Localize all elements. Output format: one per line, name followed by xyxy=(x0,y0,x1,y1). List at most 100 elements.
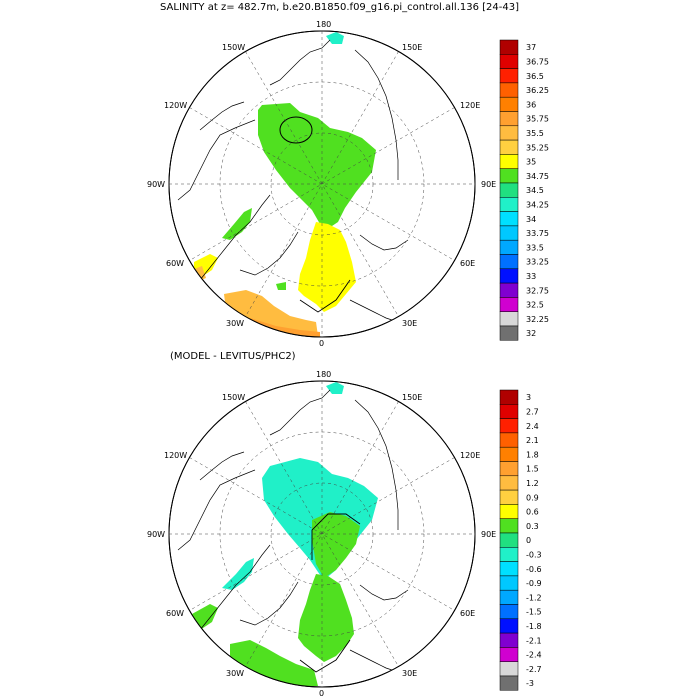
colorbar-swatch xyxy=(499,96,519,112)
bering-cyan-fill xyxy=(326,32,344,44)
colorbar-swatch xyxy=(499,39,519,55)
colorbar-tick-label: 36.75 xyxy=(526,57,549,66)
colorbar-tick-label: -1.8 xyxy=(526,622,542,631)
nordic-seas-fill xyxy=(298,222,356,312)
colorbar-tick-label: 33.25 xyxy=(526,258,549,267)
bottom-map-title: (MODEL - LEVITUS/PHC2) xyxy=(170,351,296,362)
colorbar-tick-label: 35.25 xyxy=(526,143,549,152)
colorbar-swatch xyxy=(499,461,519,477)
colorbar-swatch xyxy=(499,182,519,198)
colorbar-tick-label: -2.7 xyxy=(526,665,542,674)
colorbar-tick-label: 34.25 xyxy=(526,200,549,209)
colorbar-swatch xyxy=(499,168,519,184)
bottom-label-60w: 60W xyxy=(166,609,184,618)
top-graticule xyxy=(169,31,475,337)
colorbar-tick-label: 32.5 xyxy=(526,301,544,310)
colorbar-swatch xyxy=(499,154,519,169)
colorbar-swatch xyxy=(499,661,519,677)
colorbar-tick-label: 32.25 xyxy=(526,315,549,324)
colorbar-tick-label: 0.6 xyxy=(526,508,539,517)
colorbar-swatch xyxy=(499,325,519,341)
colorbar-swatch xyxy=(499,632,519,648)
colorbar-tick-label: 37 xyxy=(526,43,536,52)
colorbar-tick-label: 36 xyxy=(526,100,536,109)
colorbar-swatch xyxy=(499,282,519,298)
bottom-label-0: 0 xyxy=(319,689,324,698)
colorbar-tick-label: -2.4 xyxy=(526,651,542,660)
baffin-cyan-fill xyxy=(222,558,254,590)
colorbar-tick-label: -1.2 xyxy=(526,593,542,602)
top-map-labels: 180 0 90W 90E 150W 150E 120W 120E 60W 60… xyxy=(147,20,496,348)
colorbar-tick-label: 36.5 xyxy=(526,72,544,81)
top-label-180: 180 xyxy=(316,20,331,29)
colorbar-swatch xyxy=(499,254,519,270)
colorbar-swatch xyxy=(499,389,519,405)
bottom-label-30e: 30E xyxy=(402,669,417,678)
bottom-label-180: 180 xyxy=(316,370,331,379)
top-polar-map: 180 0 90W 90E 150W 150E 120W 120E 60W 60… xyxy=(147,20,496,348)
colorbar-tick-label: 34.5 xyxy=(526,186,544,195)
colorbar-tick-label: -2.1 xyxy=(526,636,542,645)
bottom-difference-field xyxy=(177,382,409,686)
colorbar-tick-label: -0.9 xyxy=(526,579,542,588)
colorbar-swatch xyxy=(499,197,519,212)
iceland-green-fill xyxy=(276,282,286,290)
colorbar-swatch xyxy=(499,311,519,327)
colorbar-swatch xyxy=(499,297,519,312)
top-label-90e: 90E xyxy=(481,180,496,189)
colorbar-tick-label: 3 xyxy=(526,393,531,402)
colorbar-tick-label: 1.8 xyxy=(526,450,539,459)
top-label-30e: 30E xyxy=(402,319,417,328)
colorbar-swatch xyxy=(499,675,519,691)
bottom-label-60e: 60E xyxy=(460,609,475,618)
top-label-90w: 90W xyxy=(147,180,165,189)
colorbar-tick-label: 35 xyxy=(526,158,536,167)
bottom-label-150e: 150E xyxy=(402,393,422,402)
colorbar-tick-label: 33.75 xyxy=(526,229,549,238)
top-label-150e: 150E xyxy=(402,43,422,52)
bottom-label-30w: 30W xyxy=(226,669,244,678)
bottom-label-90e: 90E xyxy=(481,530,496,539)
colorbar-swatch xyxy=(499,475,519,491)
colorbar-swatch xyxy=(499,225,519,241)
colorbar-swatch xyxy=(499,211,519,227)
colorbar-tick-label: 1.5 xyxy=(526,465,539,474)
bering-cyan-fill-bottom xyxy=(326,382,344,394)
bottom-label-150w: 150W xyxy=(222,393,245,402)
colorbar-swatch xyxy=(499,489,519,505)
colorbar-tick-label: 34.75 xyxy=(526,172,549,181)
colorbar-tick-label: 35.75 xyxy=(526,115,549,124)
colorbar-swatch xyxy=(499,647,519,662)
bottom-colorbar: 3 2.7 2.4 2.1 1.8 1.5 1.2 0.9 0.6 0.3 0 -0.3 -0.6 -0.… xyxy=(499,389,542,691)
colorbar-tick-label: 2.1 xyxy=(526,436,539,445)
colorbar-tick-label: 33.5 xyxy=(526,243,544,252)
top-label-120w: 120W xyxy=(164,101,187,110)
colorbar-swatch xyxy=(499,604,519,620)
top-label-30w: 30W xyxy=(226,319,244,328)
colorbar-tick-label: 32 xyxy=(526,329,536,338)
colorbar-tick-label: 34 xyxy=(526,215,536,224)
colorbar-tick-label: -0.6 xyxy=(526,565,542,574)
contour-34-9 xyxy=(279,116,313,144)
eurasian-basin-green-fill xyxy=(312,512,360,578)
colorbar-swatch xyxy=(499,618,519,634)
top-map-title: SALINITY at z= 482.7m, b.e20.B1850.f09_g… xyxy=(160,2,520,13)
colorbar-tick-label: 36.25 xyxy=(526,86,549,95)
colorbar-swatch xyxy=(499,239,519,255)
colorbar-swatch xyxy=(499,268,519,284)
colorbar-swatch xyxy=(499,432,519,448)
colorbar-swatch xyxy=(499,125,519,141)
colorbar-swatch xyxy=(499,418,519,434)
labrador-green-fill xyxy=(192,604,218,630)
colorbar-tick-label: 2.7 xyxy=(526,407,539,416)
bottom-graticule xyxy=(169,381,475,687)
bottom-polar-map: 180 0 90W 90E 150W 150E 120W 120E 60W 60… xyxy=(147,370,496,698)
colorbar-swatch xyxy=(499,589,519,605)
colorbar-swatch xyxy=(499,575,519,591)
colorbar-tick-label: 33 xyxy=(526,272,536,281)
baffin-green-fill xyxy=(222,208,252,240)
colorbar-tick-label: 0.9 xyxy=(526,493,539,502)
top-label-60w: 60W xyxy=(166,259,184,268)
top-label-150w: 150W xyxy=(222,43,245,52)
